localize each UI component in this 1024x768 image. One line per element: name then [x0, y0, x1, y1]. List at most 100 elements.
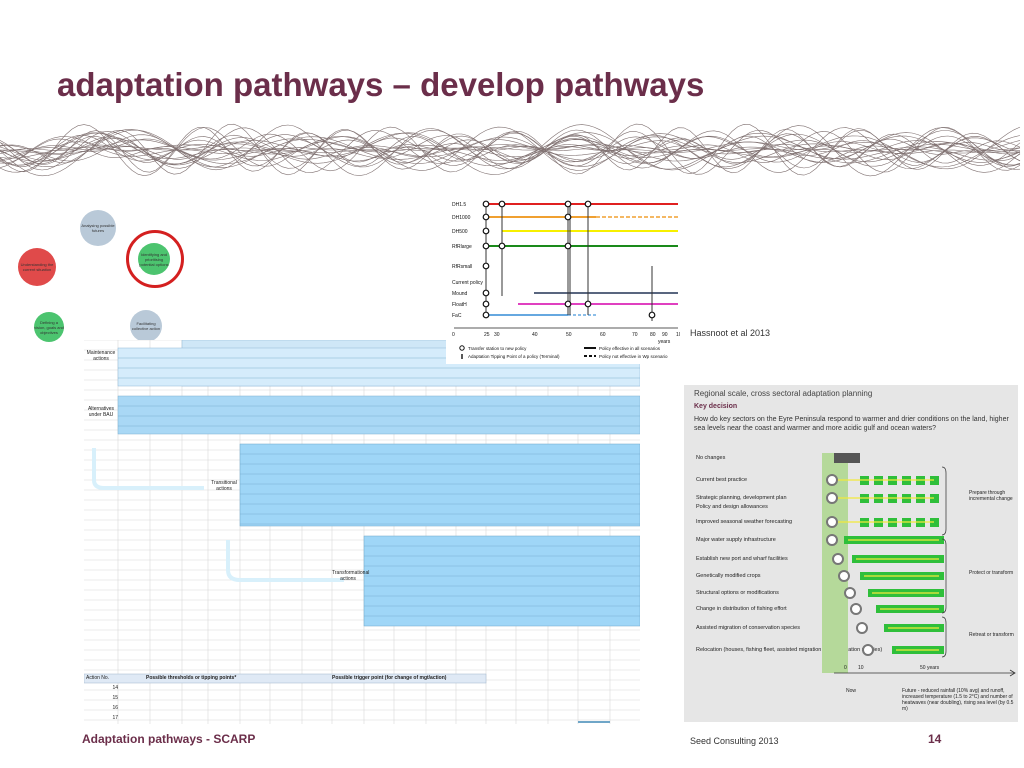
transfer-node [482, 289, 490, 297]
x-tick-label: 90 [662, 332, 668, 338]
decision-node [856, 622, 868, 634]
transfer-node [498, 200, 506, 208]
group-label: Retreat or transform [969, 632, 1014, 638]
incremental-step [930, 494, 939, 503]
axis-tick: 10 [858, 665, 864, 671]
option-label: Major water supply infrastructure [696, 537, 776, 543]
transfer-node [584, 300, 592, 308]
legend-transfer-symbol [459, 345, 465, 351]
option-label: Current best practice [696, 477, 748, 483]
decision-node [826, 516, 838, 528]
row-number: 14 [112, 685, 118, 691]
trigger-header: Possible trigger point (for change of mg… [332, 675, 447, 681]
row-number: 16 [112, 705, 118, 711]
incremental-step [930, 518, 939, 527]
legend-tipping: Adaptation Tipping Point of a policy (Te… [468, 354, 560, 359]
x-tick-label: 25 [484, 332, 490, 338]
highlight-circle [126, 230, 184, 288]
axis-arrowhead [1009, 669, 1016, 677]
pathways-worksheet: Maintenance actions Alternatives under B… [83, 339, 641, 724]
transfer-node [564, 200, 572, 208]
cycle-step-facilitating: Facilitating collective action [130, 310, 162, 342]
x-tick-label: 50 [566, 332, 572, 338]
x-tick-label: 100 [676, 332, 680, 338]
group-label: Protect or transform [969, 570, 1014, 576]
transfer-node [648, 311, 656, 319]
pathway-row-label: DH1000 [452, 215, 471, 221]
thresholds-header: Possible thresholds or tipping points* [146, 675, 237, 681]
decision-node [826, 534, 838, 546]
transfer-node [482, 227, 490, 235]
option-label: Structural options or modifications [696, 590, 779, 596]
option-label: Relocation (houses, fishing fleet, assis… [696, 647, 883, 653]
x-tick-label: 0 [452, 332, 455, 338]
option-label: No changes [696, 455, 726, 461]
decision-node [826, 492, 838, 504]
action-no-header: Action No. [86, 675, 110, 681]
option-label: Genetically modified crops [696, 573, 761, 579]
row-number: 17 [112, 715, 118, 721]
adaptation-cycle: Analysing possible futures Understanding… [18, 210, 198, 350]
no-change-bar [834, 453, 860, 463]
axis-tick: 50 years [920, 665, 940, 671]
legend-effective: Policy effective in all scenarios [599, 346, 661, 351]
row-number: 15 [112, 695, 118, 701]
option-label: Change in distribution of fishing effort [696, 606, 787, 612]
pathway-row-label: RfRsmall [452, 264, 472, 270]
option-label: Assisted migration of conservation speci… [696, 625, 800, 631]
legend-transfer: Transfer station to new policy [468, 346, 527, 351]
pathway-row-label: DH500 [452, 229, 468, 235]
decision-node [844, 587, 856, 599]
key-decision-question: How do key sectors on the Eyre Peninsula… [694, 416, 1009, 432]
option-label: Improved seasonal weather forecasting [696, 519, 792, 525]
regional-planning-panel: Regional scale, cross sectoral adaptatio… [684, 385, 1018, 722]
legend-not-effective: Policy not effective in Wp scenario [599, 354, 668, 359]
option-label: Establish new port and wharf facilities [696, 556, 788, 562]
group-bracket [941, 538, 947, 614]
pathway-row-label: FaC [452, 313, 462, 319]
pathways-example-chart: DH1.5 DH1000 DH500 RfRlarge RfRsmall Current … [446, 196, 680, 364]
decision-node [850, 603, 862, 615]
regional-pathways-graphic [822, 453, 1016, 677]
transfer-node [564, 213, 572, 221]
pathway-row-label: Mound [452, 291, 468, 297]
transition-label: Transitional actions [211, 480, 237, 492]
option-label: Strategic planning, development plan [696, 495, 787, 501]
cycle-step-analysing: Analysing possible futures [80, 210, 116, 246]
cycle-step-defining: Defining a vision, goals and objectives [34, 312, 64, 342]
transfer-node [482, 311, 490, 319]
transfer-node [482, 262, 490, 270]
footer-title: Adaptation pathways - SCARP [82, 732, 256, 746]
option-label: Policy and design allowances [696, 504, 768, 510]
decision-node [826, 474, 838, 486]
citation: Hassnoot et al 2013 [690, 328, 771, 338]
pathway-row-label: FloatH [452, 302, 467, 308]
transfer-node [564, 242, 572, 250]
transfer-node [564, 300, 572, 308]
incremental-step [930, 476, 939, 485]
x-tick-label: 60 [600, 332, 606, 338]
worksheet-grid [83, 339, 641, 724]
group-bracket [941, 466, 947, 536]
cycle-step-understanding: Understanding the current situation [18, 248, 56, 286]
now-label: Now [846, 688, 857, 694]
pathway-row-label: DH1.5 [452, 202, 466, 208]
footer-credit: Seed Consulting 2013 [690, 736, 779, 746]
transfer-node [482, 242, 490, 250]
key-decision-heading: Key decision [694, 403, 738, 410]
maintenance-label: Maintenance actions [86, 350, 116, 362]
x-tick-label: 40 [532, 332, 538, 338]
transfer-node [482, 300, 490, 308]
page-number: 14 [928, 732, 942, 746]
group-label: Prepare through incremental change [969, 490, 1013, 502]
panel-title: Regional scale, cross sectoral adaptatio… [694, 389, 873, 398]
decorative-wave-band [0, 123, 1021, 177]
x-tick-label: 30 [494, 332, 500, 338]
transfer-node [498, 242, 506, 250]
decision-node [832, 553, 844, 565]
decision-node [862, 644, 874, 656]
x-unit-label: years [658, 339, 671, 345]
future-label: Future - reduced rainfall (10% avg) and … [902, 688, 1014, 712]
transform-label: Transformational actions [332, 570, 370, 582]
alternatives-label: Alternatives under BAU [87, 406, 115, 418]
